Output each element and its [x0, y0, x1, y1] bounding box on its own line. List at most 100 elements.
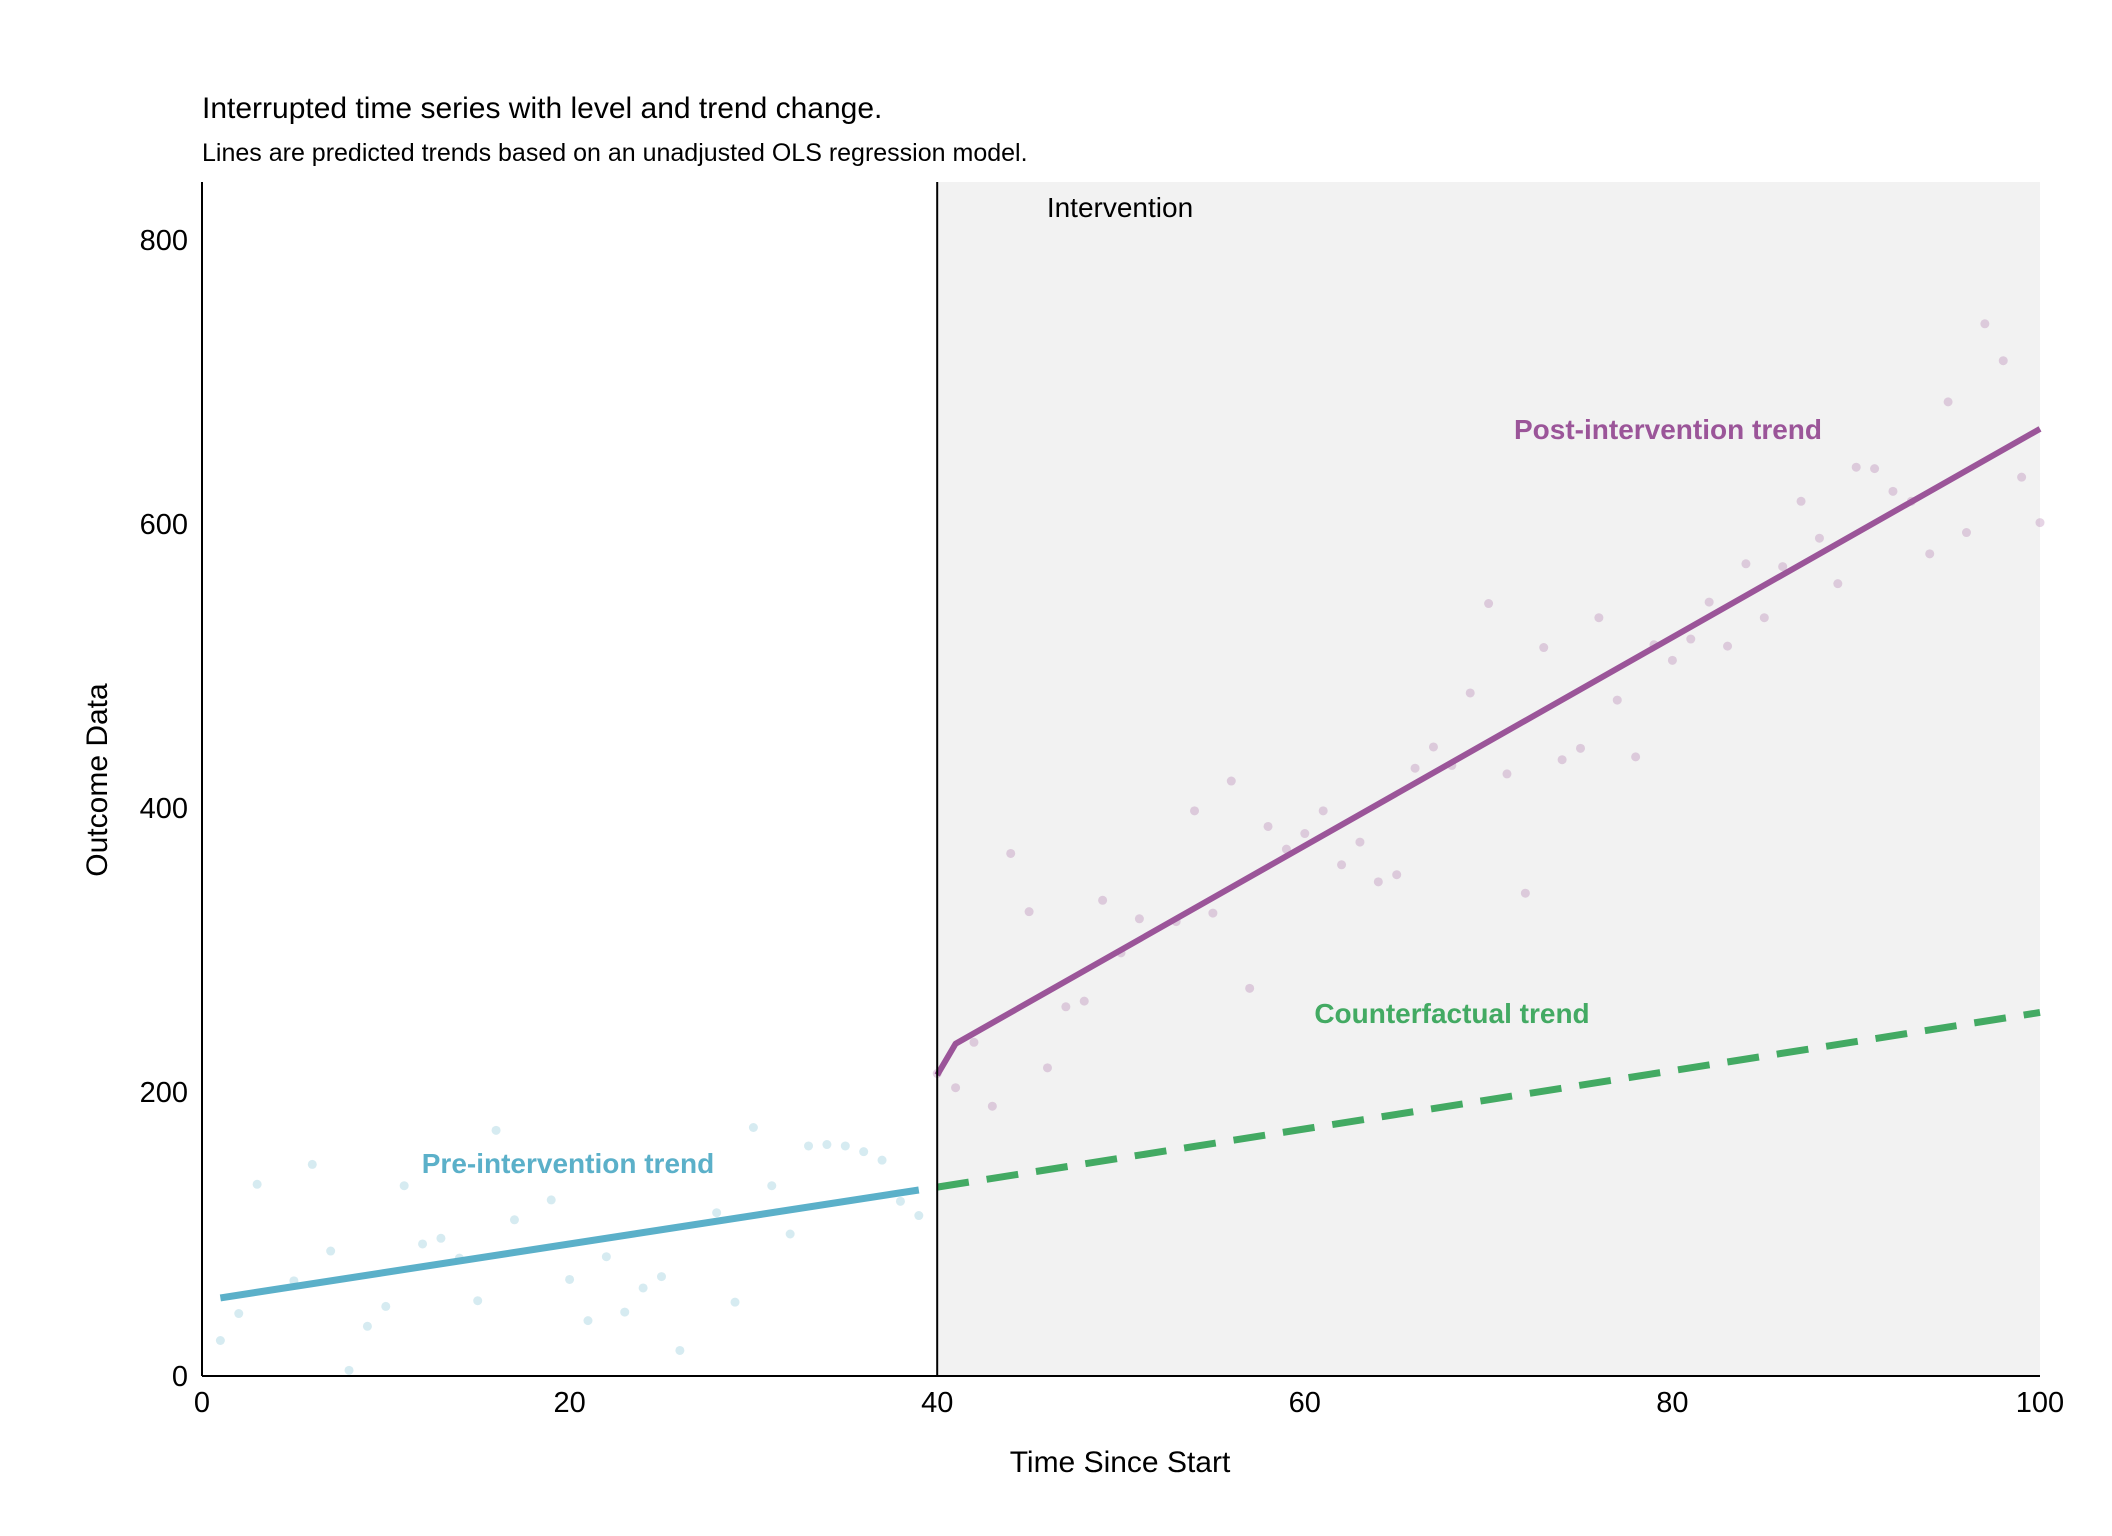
post-intervention-point	[1079, 996, 1089, 1006]
post-intervention-point	[1263, 821, 1273, 831]
pre-intervention-trend-label: Pre-intervention trend	[422, 1148, 714, 1179]
post-intervention-point	[1318, 806, 1328, 816]
post-intervention-point	[1888, 486, 1898, 496]
post-intervention-point	[1741, 559, 1751, 569]
post-intervention-point	[1428, 742, 1438, 752]
pre-intervention-point	[638, 1283, 648, 1293]
post-intervention-point	[1870, 464, 1880, 474]
pre-intervention-point	[491, 1125, 501, 1135]
post-intervention-point	[1061, 1002, 1071, 1012]
y-tick-label: 0	[172, 1361, 188, 1393]
pre-intervention-point	[362, 1321, 372, 1331]
y-tick-label: 400	[140, 793, 188, 825]
pre-intervention-point	[399, 1181, 409, 1191]
pre-intervention-point	[583, 1316, 593, 1326]
post-intervention-point	[1576, 743, 1585, 753]
y-axis-title: Outcome Data	[81, 683, 114, 877]
post-intervention-point	[1484, 599, 1494, 609]
x-tick-label: 100	[2016, 1387, 2064, 1419]
post-intervention-point	[1961, 528, 1971, 538]
x-tick-label: 40	[921, 1387, 953, 1419]
x-axis-title: Time Since Start	[1009, 1446, 1231, 1479]
post-intervention-point	[969, 1037, 979, 1047]
pre-intervention-point	[785, 1229, 795, 1239]
post-intervention-point	[1392, 870, 1402, 880]
pre-intervention-point	[712, 1208, 722, 1218]
post-intervention-point	[1723, 641, 1733, 651]
post-intervention-point	[1134, 914, 1144, 924]
pre-intervention-point	[546, 1195, 556, 1205]
post-intervention-point	[1337, 860, 1347, 870]
post-intervention-trend-label: Post-intervention trend	[1514, 414, 1822, 445]
post-intervention-trend-line	[934, 426, 2042, 1077]
pre-intervention-point	[344, 1365, 354, 1375]
post-intervention-point	[1980, 319, 1990, 329]
post-intervention-point	[1410, 763, 1420, 773]
post-intervention-point	[1465, 688, 1475, 698]
post-intervention-point	[1539, 643, 1549, 653]
post-intervention-point	[1943, 397, 1953, 407]
post-intervention-point	[1814, 533, 1824, 543]
pre-intervention-point	[895, 1196, 905, 1206]
post-intervention-point	[1024, 907, 1034, 917]
pre-intervention-point	[859, 1147, 869, 1157]
post-intervention-point	[1612, 695, 1622, 705]
x-tick-label: 80	[1656, 1387, 1688, 1419]
post-intervention-point	[1098, 895, 1108, 905]
pre-intervention-point	[840, 1141, 850, 1151]
post-intervention-point	[1631, 752, 1641, 762]
post-intervention-point	[1925, 549, 1935, 559]
post-intervention-point	[1520, 888, 1530, 898]
post-intervention-point	[1833, 579, 1843, 589]
pre-intervention-point	[877, 1155, 887, 1165]
post-intervention-point	[1226, 776, 1236, 786]
chart-title: Interrupted time series with level and t…	[202, 92, 883, 125]
post-intervention-point	[1042, 1063, 1052, 1073]
post-intervention-point	[2035, 518, 2045, 528]
post-intervention-point	[951, 1083, 961, 1093]
post-intervention-point	[1667, 655, 1677, 665]
y-tick-label: 800	[140, 225, 188, 257]
post-intervention-point	[1208, 908, 1218, 918]
post-intervention-point	[1373, 877, 1383, 887]
post-intervention-point	[1851, 462, 1861, 472]
x-tick-label: 0	[194, 1387, 210, 1419]
x-tick-label: 60	[1289, 1387, 1321, 1419]
pre-intervention-point	[234, 1309, 244, 1319]
pre-intervention-point	[381, 1301, 391, 1311]
post-intervention-point	[1190, 806, 1200, 816]
post-intervention-point	[1300, 829, 1310, 839]
post-intervention-point	[1006, 848, 1016, 858]
intervention-label: Intervention	[1047, 192, 1193, 223]
pre-intervention-point	[509, 1215, 519, 1225]
chart-subtitle: Lines are predicted trends based on an u…	[202, 139, 1028, 167]
post-intervention-point	[1759, 613, 1769, 623]
post-intervention-point	[1245, 983, 1255, 993]
pre-intervention-trend-line	[219, 1186, 920, 1302]
pre-intervention-point	[565, 1274, 575, 1284]
post-intervention-shaded-region	[937, 182, 2041, 1376]
pre-intervention-point	[418, 1239, 428, 1249]
pre-intervention-point	[326, 1246, 336, 1256]
pre-intervention-point	[252, 1179, 262, 1189]
y-tick-label: 200	[140, 1077, 188, 1109]
pre-intervention-point	[730, 1297, 740, 1307]
pre-intervention-point	[804, 1141, 814, 1151]
post-intervention-point	[1704, 597, 1714, 607]
pre-intervention-point	[675, 1345, 685, 1355]
pre-intervention-point	[436, 1233, 446, 1243]
post-intervention-point	[1557, 755, 1567, 765]
post-intervention-point	[1796, 496, 1806, 506]
post-intervention-point	[1594, 613, 1604, 623]
counterfactual-trend-line	[936, 1009, 2041, 1191]
pre-intervention-point	[215, 1336, 225, 1345]
pre-intervention-point	[914, 1211, 924, 1221]
pre-intervention-point	[473, 1296, 483, 1306]
pre-intervention-point	[657, 1272, 666, 1282]
post-intervention-point	[1778, 562, 1788, 572]
y-tick-label: 600	[140, 509, 188, 541]
post-intervention-point	[2017, 472, 2027, 482]
pre-intervention-point	[822, 1140, 832, 1150]
pre-intervention-point	[601, 1252, 611, 1262]
pre-intervention-point	[620, 1307, 630, 1317]
